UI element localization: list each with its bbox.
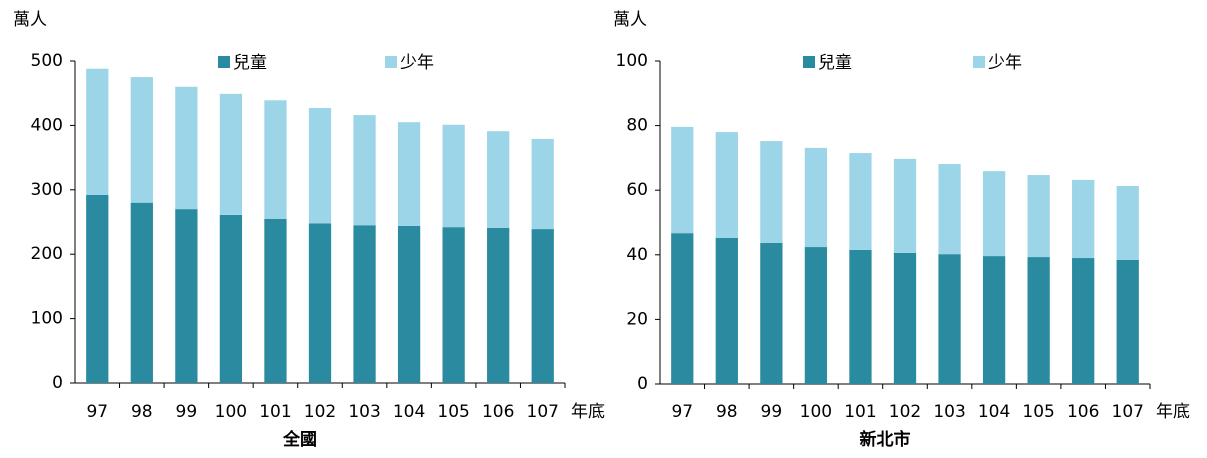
bar	[308, 108, 332, 224]
bar	[86, 194, 109, 383]
bar	[397, 225, 421, 383]
bar	[308, 223, 332, 383]
x-tick-label: 106	[482, 402, 514, 422]
x-tick-label: 106	[1067, 402, 1099, 422]
y-tick-label: 0	[637, 374, 648, 394]
y-tick-label: 40	[626, 245, 648, 265]
x-tick-label: 99	[761, 402, 783, 422]
bar	[264, 218, 287, 383]
bar	[264, 100, 287, 219]
y-unit: 萬人	[613, 10, 647, 30]
y-tick-label: 300	[31, 180, 63, 200]
bar	[531, 229, 554, 383]
x-tick-label: 99	[176, 402, 198, 422]
bar	[849, 153, 872, 250]
x-tick-label: 104	[978, 402, 1010, 422]
legend-label: 少年	[988, 53, 1022, 73]
bar	[487, 227, 510, 383]
bar	[760, 242, 783, 384]
x-tick-label: 98	[716, 402, 738, 422]
x-tick-label: 107	[1112, 402, 1144, 422]
y-tick-label: 0	[52, 373, 63, 393]
legend-swatch	[385, 56, 397, 68]
bar	[130, 202, 153, 383]
y-tick-label: 60	[626, 180, 648, 200]
bar	[1072, 258, 1095, 384]
legend-swatch	[803, 56, 815, 68]
bar	[893, 158, 917, 253]
bar	[849, 249, 872, 384]
bar	[219, 214, 243, 383]
bar	[1027, 257, 1050, 384]
legend-label: 兒童	[233, 53, 267, 73]
bar	[442, 227, 465, 383]
y-tick-label: 80	[626, 116, 648, 136]
bar	[893, 252, 917, 384]
bar	[938, 254, 961, 384]
x-tick-label: 101	[259, 402, 291, 422]
x-tick-label: 105	[437, 402, 469, 422]
bar	[804, 147, 828, 248]
bar	[715, 238, 738, 384]
bar	[982, 171, 1006, 257]
bar	[938, 164, 961, 255]
bar	[86, 68, 109, 195]
bar	[1027, 175, 1050, 258]
bar	[531, 138, 554, 230]
bar	[982, 256, 1006, 384]
x-tick-label: 103	[348, 402, 380, 422]
bar	[353, 225, 376, 383]
y-tick-label: 20	[626, 309, 648, 329]
bar	[487, 131, 510, 228]
bar	[219, 93, 243, 215]
bar	[715, 132, 738, 239]
y-tick-label: 500	[31, 51, 63, 71]
chart-title: 全國	[282, 429, 317, 450]
x-tick-label: 97	[86, 402, 108, 422]
bar	[671, 126, 694, 234]
x-tick-label: 98	[131, 402, 153, 422]
y-tick-label: 200	[31, 244, 63, 264]
x-tick-label: 104	[393, 402, 425, 422]
bar	[804, 247, 828, 384]
y-tick-label: 100	[616, 51, 648, 71]
bar	[1116, 259, 1139, 384]
x-tick-label: 107	[527, 402, 559, 422]
bar	[1116, 186, 1139, 260]
y-unit: 萬人	[13, 10, 47, 30]
bar	[442, 124, 465, 228]
bar	[760, 141, 783, 243]
x-tick-label: 103	[933, 402, 965, 422]
y-tick-label: 100	[31, 309, 63, 329]
x-tick-label: 100	[215, 402, 247, 422]
x-tick-label: 97	[671, 402, 693, 422]
bar	[397, 122, 421, 226]
x-unit: 年底	[1156, 402, 1190, 422]
bar	[671, 233, 694, 384]
legend-label: 少年	[400, 53, 434, 73]
legend-label: 兒童	[818, 53, 852, 73]
x-unit: 年底	[571, 402, 605, 422]
bar	[175, 209, 198, 383]
bar	[353, 115, 376, 226]
chart-title: 新北市	[860, 429, 911, 450]
legend-swatch	[218, 56, 230, 68]
x-tick-label: 100	[800, 402, 832, 422]
x-tick-label: 105	[1022, 402, 1054, 422]
x-tick-label: 102	[304, 402, 336, 422]
bar	[175, 86, 198, 210]
x-tick-label: 101	[844, 402, 876, 422]
bar	[1072, 179, 1095, 259]
bar	[130, 77, 153, 203]
x-tick-label: 102	[889, 402, 921, 422]
y-tick-label: 400	[31, 115, 63, 135]
legend-swatch	[973, 56, 985, 68]
